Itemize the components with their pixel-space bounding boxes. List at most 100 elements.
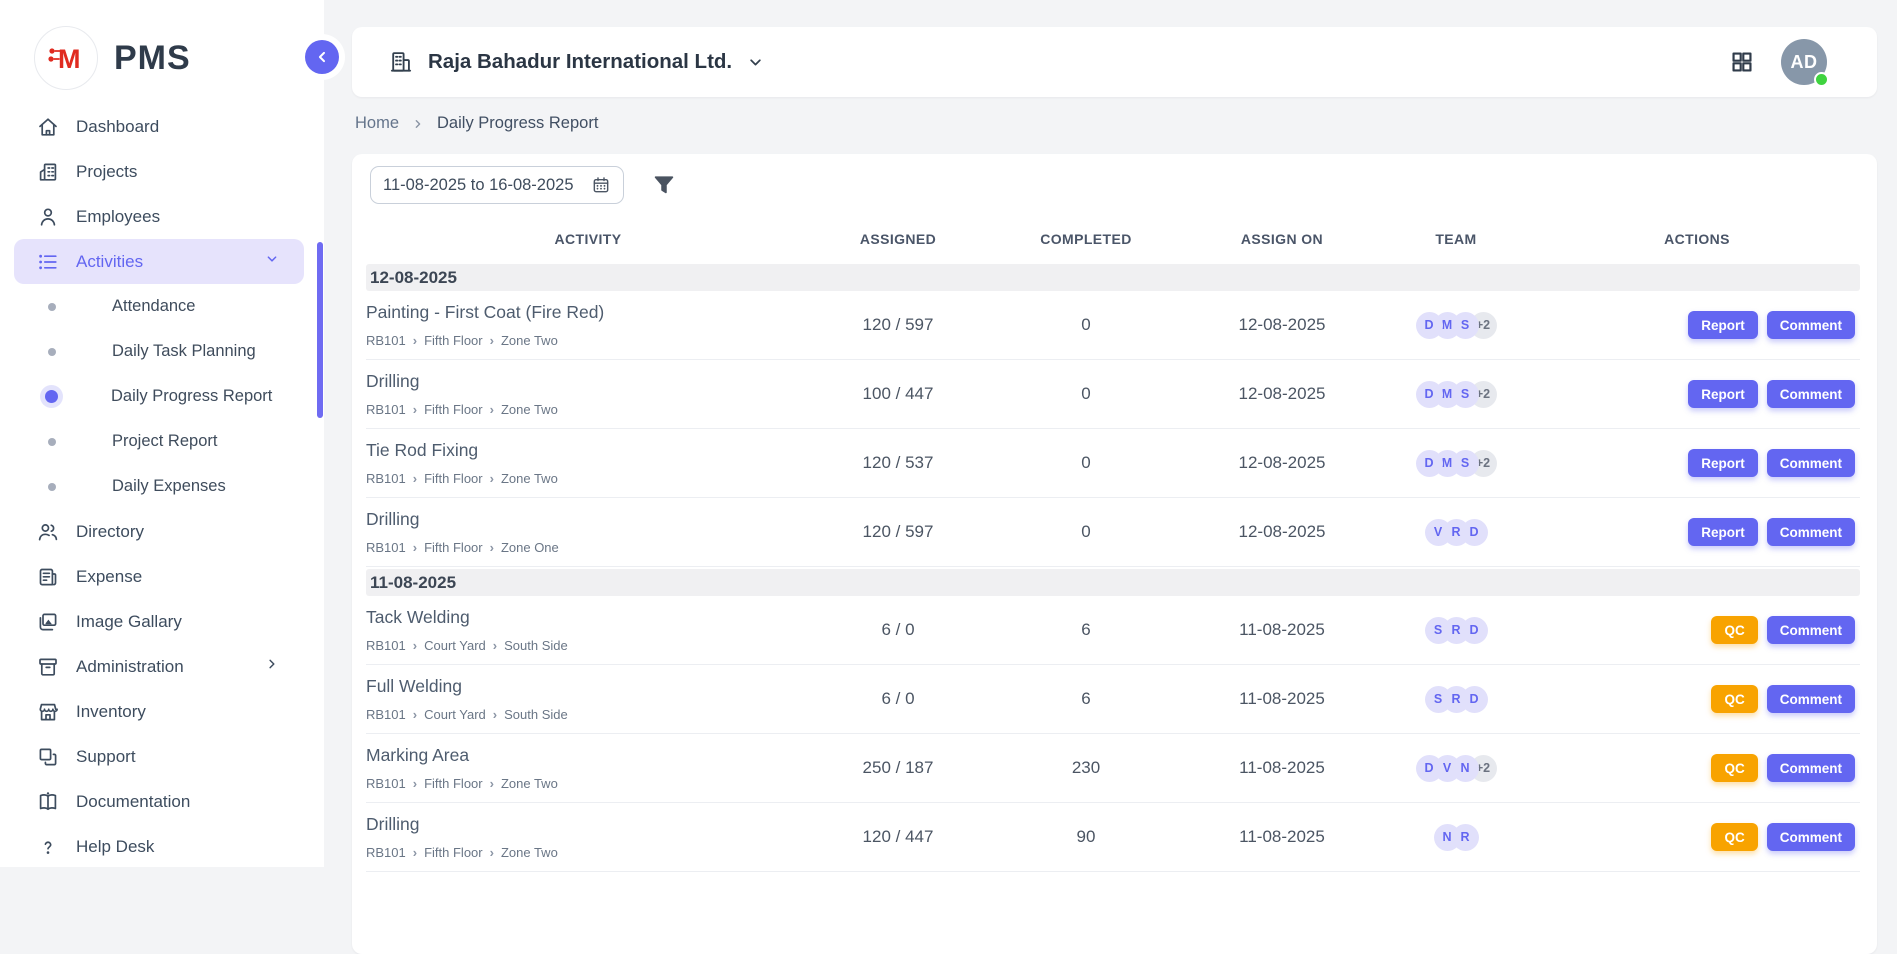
sidebar-item-label: Dashboard: [76, 116, 160, 136]
path-segment: South Side: [504, 638, 568, 653]
activity-path: RB101 › Fifth Floor › Zone One: [366, 540, 810, 555]
activity-title: Tie Rod Fixing: [366, 440, 479, 460]
team-avatar[interactable]: S: [1424, 616, 1452, 644]
sidebar-item-inventory[interactable]: Inventory: [14, 689, 304, 734]
people-icon: [36, 520, 60, 544]
assigned-value: 120 / 447: [862, 827, 934, 846]
activity-title: Drilling: [366, 371, 420, 391]
actions-cell: QC Comment: [1534, 616, 1860, 644]
assign-on-value: 12-08-2025: [1238, 384, 1326, 403]
comment-button[interactable]: Comment: [1766, 380, 1855, 408]
sidebar-item-label: Projects: [76, 161, 138, 181]
company-selector[interactable]: Raja Bahadur International Ltd.: [388, 49, 765, 75]
assign-on-value: 12-08-2025: [1238, 453, 1326, 472]
sidebar-item-administration[interactable]: Administration: [14, 644, 304, 689]
path-segment: Fifth Floor: [424, 845, 483, 860]
breadcrumb-home[interactable]: Home: [355, 114, 400, 132]
sidebar-item-help-desk[interactable]: Help Desk: [14, 824, 304, 869]
funnel-icon: [652, 173, 676, 197]
chevron-down-icon: [746, 53, 765, 72]
sidebar-item-image-gallary[interactable]: Image Gallary: [14, 599, 304, 644]
assigned-value: 120 / 597: [862, 315, 934, 334]
building-icon: [36, 160, 60, 184]
activity-path: RB101 › Court Yard › South Side: [366, 707, 810, 722]
path-segment: Fifth Floor: [424, 540, 483, 555]
qc-button[interactable]: QC: [1711, 685, 1758, 713]
completed-value: 90: [1076, 827, 1096, 846]
table-row: Drilling RB101 › Fifth Floor › Zone Two 120 / …: [366, 803, 1860, 872]
path-segment: Fifth Floor: [424, 402, 483, 417]
sidebar-subitem-daily-expenses[interactable]: Daily Expenses: [14, 464, 304, 509]
report-button[interactable]: Report: [1688, 380, 1758, 408]
progress-table: ACTIVITY ASSIGNED COMPLETED ASSIGN ON TEAM AC…: [366, 216, 1860, 872]
table-row: Tack Welding RB101 › Court Yard › South Side 6…: [366, 596, 1860, 665]
sidebar-item-expense[interactable]: Expense: [14, 554, 304, 599]
activity-cell: Tack Welding RB101 › Court Yard › South Side: [366, 607, 810, 653]
qc-button[interactable]: QC: [1711, 616, 1758, 644]
sidebar-item-documentation[interactable]: Documentation: [14, 779, 304, 824]
activity-path: RB101 › Fifth Floor › Zone Two: [366, 402, 810, 417]
column-header-activity: ACTIVITY: [554, 231, 622, 247]
report-button[interactable]: Report: [1688, 311, 1758, 339]
report-button[interactable]: Report: [1688, 518, 1758, 546]
date-range-input[interactable]: 11-08-2025 to 16-08-2025: [370, 166, 624, 204]
brand-logo[interactable]: M: [34, 26, 98, 90]
team-avatar[interactable]: N: [1433, 823, 1461, 851]
bullet-dot-icon: [48, 347, 56, 356]
sidebar-scrollbar-thumb[interactable]: [317, 242, 323, 418]
sidebar-item-activities[interactable]: Activities: [14, 239, 304, 284]
sidebar-subitem-project-report[interactable]: Project Report: [14, 419, 304, 464]
assign-on-value: 11-08-2025: [1239, 758, 1325, 777]
activity-title: Painting - First Coat (Fire Red): [366, 302, 605, 322]
apps-grid-button[interactable]: [1729, 49, 1755, 75]
comment-button[interactable]: Comment: [1766, 754, 1855, 782]
comment-button[interactable]: Comment: [1766, 518, 1855, 546]
sidebar-item-label: Activities: [76, 251, 144, 271]
comment-button[interactable]: Comment: [1766, 449, 1855, 477]
topbar-right: AD: [1729, 39, 1829, 87]
sidebar-subitem-daily-task-planning[interactable]: Daily Task Planning: [14, 329, 304, 374]
sidebar-collapse-button[interactable]: [305, 40, 339, 74]
sidebar-item-dashboard[interactable]: Dashboard: [14, 104, 304, 149]
sidebar-subitem-attendance[interactable]: Attendance: [14, 284, 304, 329]
assign-on-value: 12-08-2025: [1238, 315, 1326, 334]
completed-value: 0: [1081, 453, 1091, 472]
comment-button[interactable]: Comment: [1766, 311, 1855, 339]
sidebar-item-label: Expense: [76, 566, 143, 586]
comment-button[interactable]: Comment: [1766, 616, 1855, 644]
sidebar-item-label: Support: [76, 746, 136, 766]
team-avatar[interactable]: D: [1415, 754, 1443, 782]
comment-button[interactable]: Comment: [1766, 685, 1855, 713]
team-avatar[interactable]: D: [1415, 311, 1443, 339]
activity-title: Marking Area: [366, 745, 470, 765]
team-avatar[interactable]: D: [1415, 449, 1443, 477]
sidebar-item-projects[interactable]: Projects: [14, 149, 304, 194]
avatar[interactable]: AD: [1781, 39, 1829, 87]
sidebar-item-employees[interactable]: Employees: [14, 194, 304, 239]
team-avatar[interactable]: D: [1415, 380, 1443, 408]
team-avatar[interactable]: V: [1424, 518, 1452, 546]
table-row: Tie Rod Fixing RB101 › Fifth Floor › Zone Two…: [366, 429, 1860, 498]
sidebar-subitem-daily-progress-report[interactable]: Daily Progress Report: [14, 374, 304, 419]
activity-cell: Full Welding RB101 › Court Yard › South Side: [366, 676, 810, 722]
assigned-value: 120 / 597: [862, 522, 934, 541]
team-avatar[interactable]: S: [1424, 685, 1452, 713]
comment-button[interactable]: Comment: [1766, 823, 1855, 851]
path-segment: Zone Two: [500, 333, 558, 348]
office-building-icon: [388, 49, 414, 75]
qc-button[interactable]: QC: [1711, 754, 1758, 782]
activity-path: RB101 › Court Yard › South Side: [366, 638, 810, 653]
sidebar-item-directory[interactable]: Directory: [14, 509, 304, 554]
chevron-right-icon: ›: [489, 540, 494, 555]
completed-value: 0: [1081, 522, 1091, 541]
qc-button[interactable]: QC: [1711, 823, 1758, 851]
completed-value: 0: [1081, 384, 1091, 403]
sidebar-item-support[interactable]: Support: [14, 734, 304, 779]
chevron-right-icon: ›: [489, 402, 494, 417]
completed-value: 6: [1081, 689, 1091, 708]
filter-button[interactable]: [652, 173, 676, 197]
path-segment: Fifth Floor: [424, 471, 483, 486]
activity-path: RB101 › Fifth Floor › Zone Two: [366, 333, 810, 348]
report-button[interactable]: Report: [1688, 449, 1758, 477]
activity-title: Tack Welding: [366, 607, 470, 627]
